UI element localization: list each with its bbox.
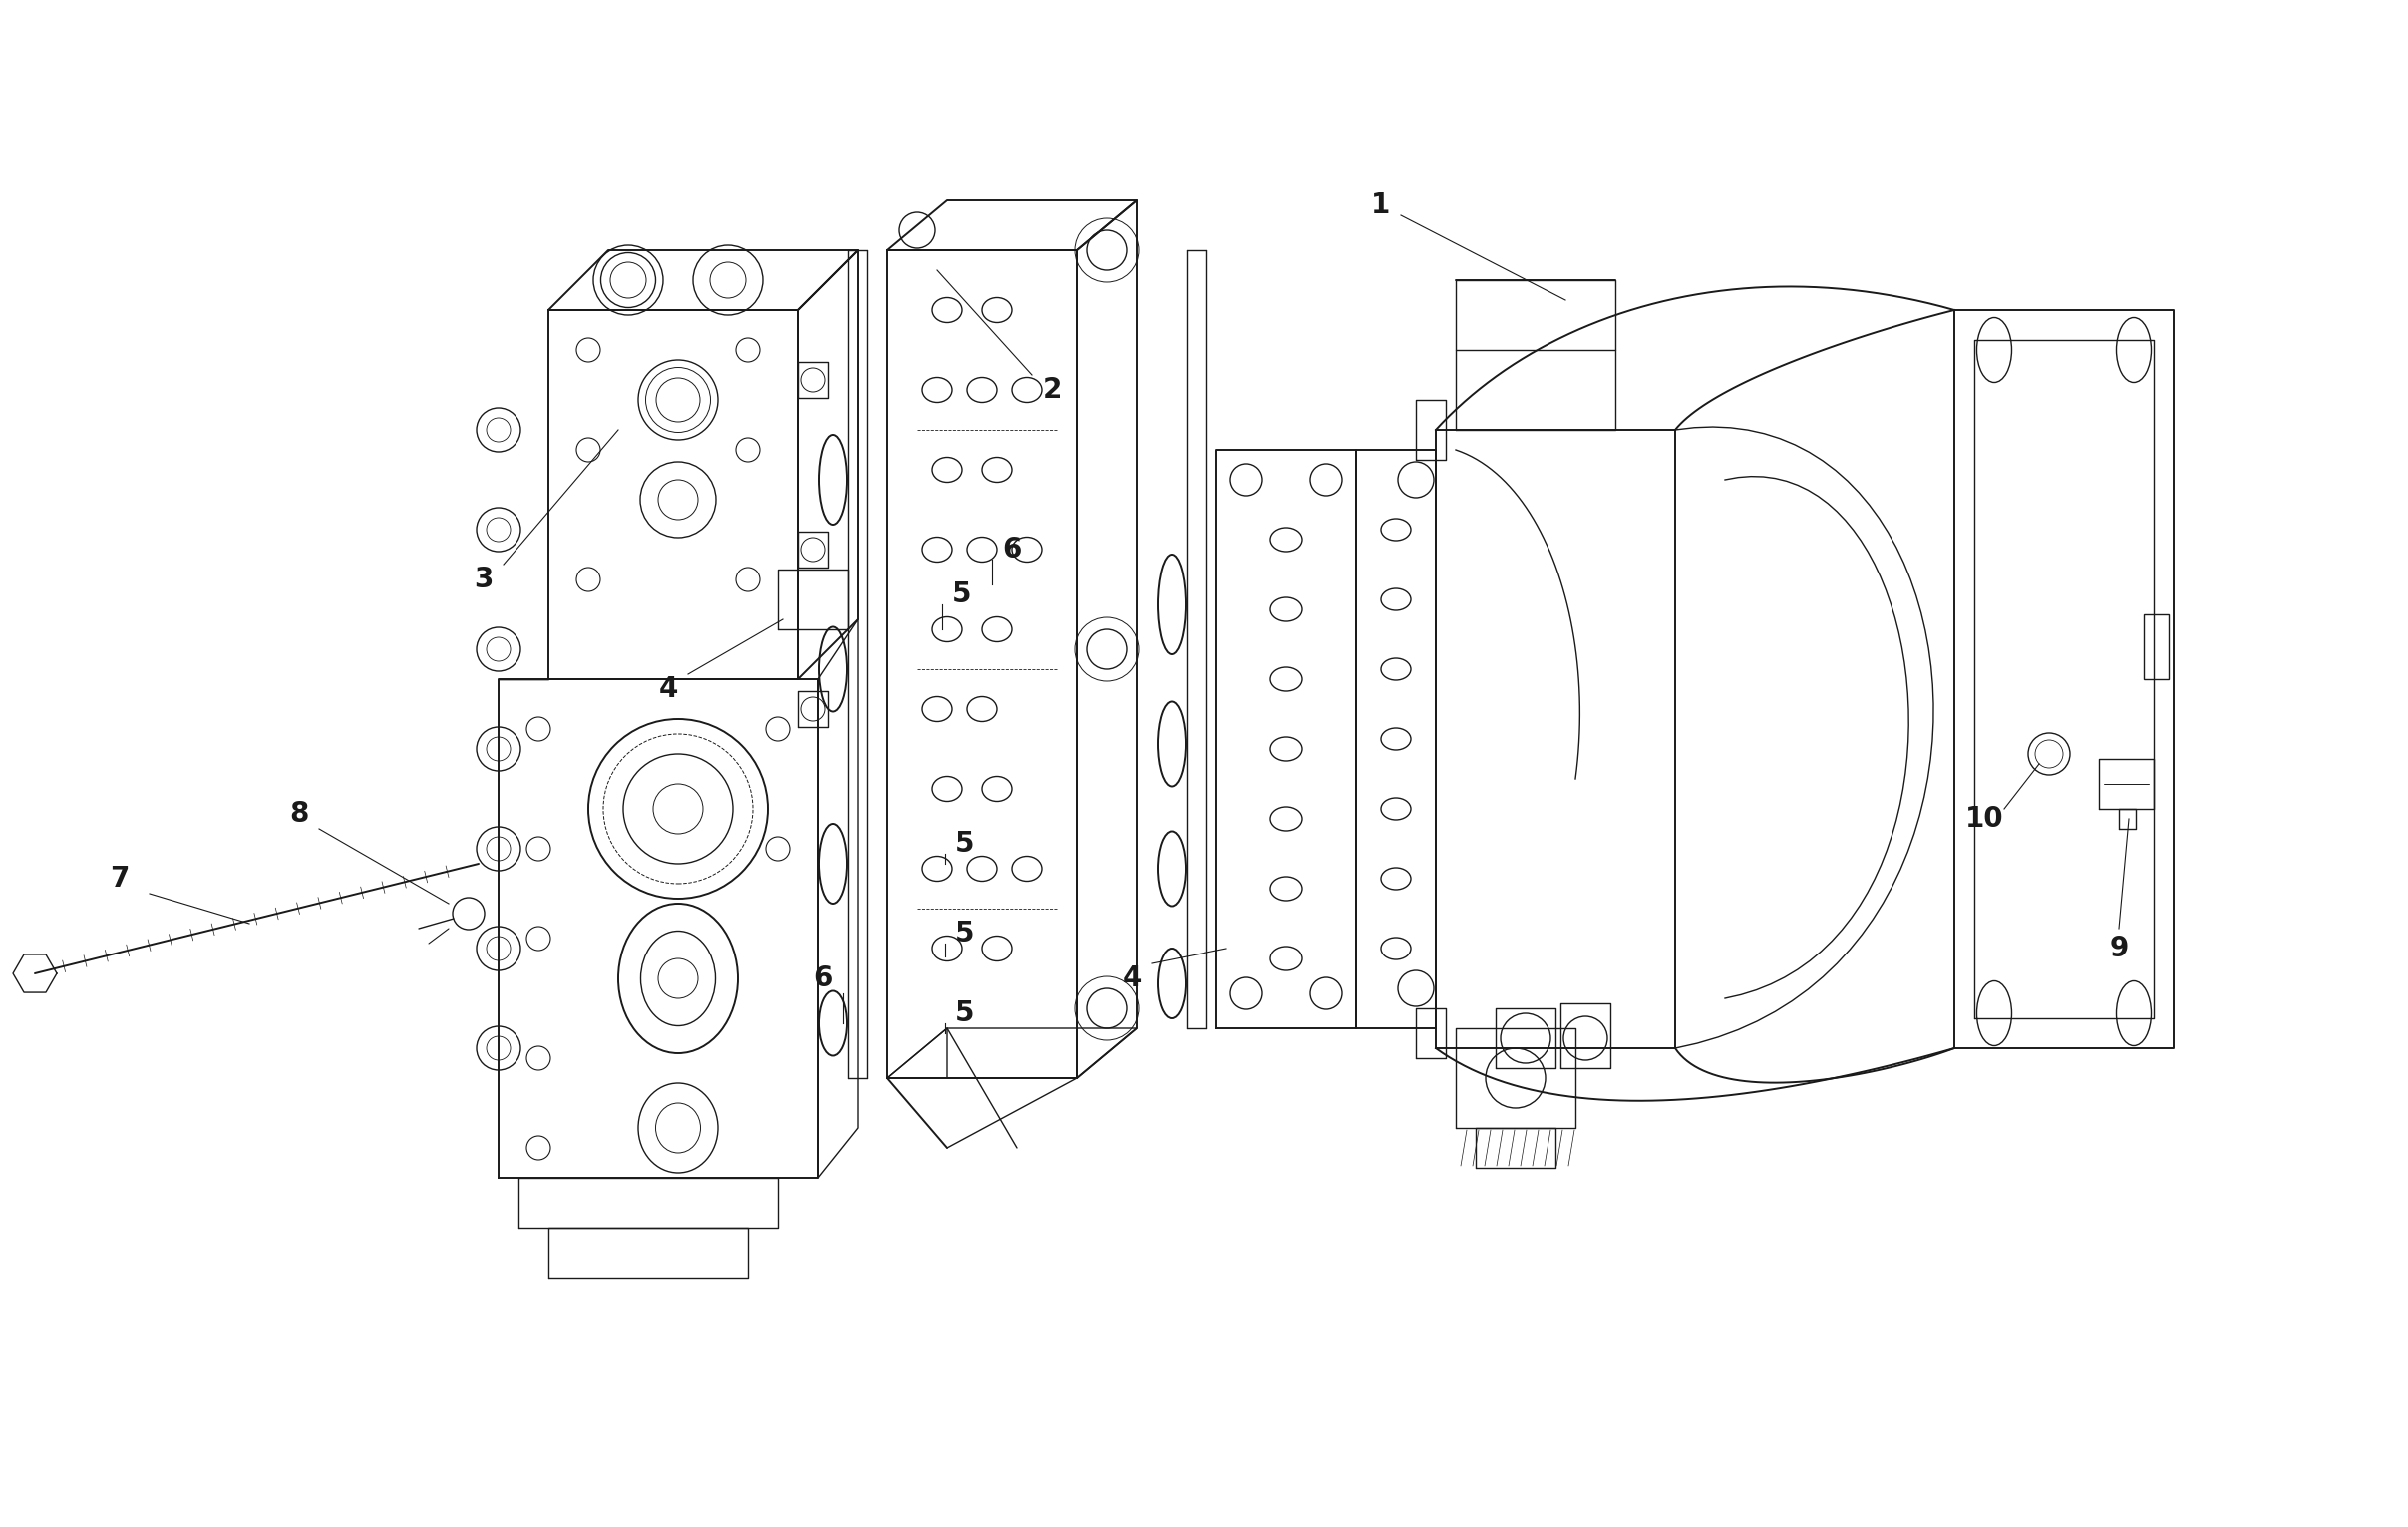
Text: 4: 4 [657,675,677,702]
Text: 6: 6 [814,965,833,993]
Text: 5: 5 [954,580,973,608]
Text: 1: 1 [1373,191,1389,220]
Text: 5: 5 [956,919,975,948]
Text: 5: 5 [956,999,975,1028]
Text: 6: 6 [1002,536,1021,563]
Text: 8: 8 [289,800,308,828]
Text: 9: 9 [2109,935,2129,962]
Text: 10: 10 [1965,805,2003,832]
Text: 2: 2 [1043,376,1062,405]
Text: 7: 7 [111,864,130,893]
Text: 3: 3 [474,565,494,594]
Text: 4: 4 [1122,965,1141,993]
Bar [2143,614,2170,680]
Text: 5: 5 [956,829,975,858]
